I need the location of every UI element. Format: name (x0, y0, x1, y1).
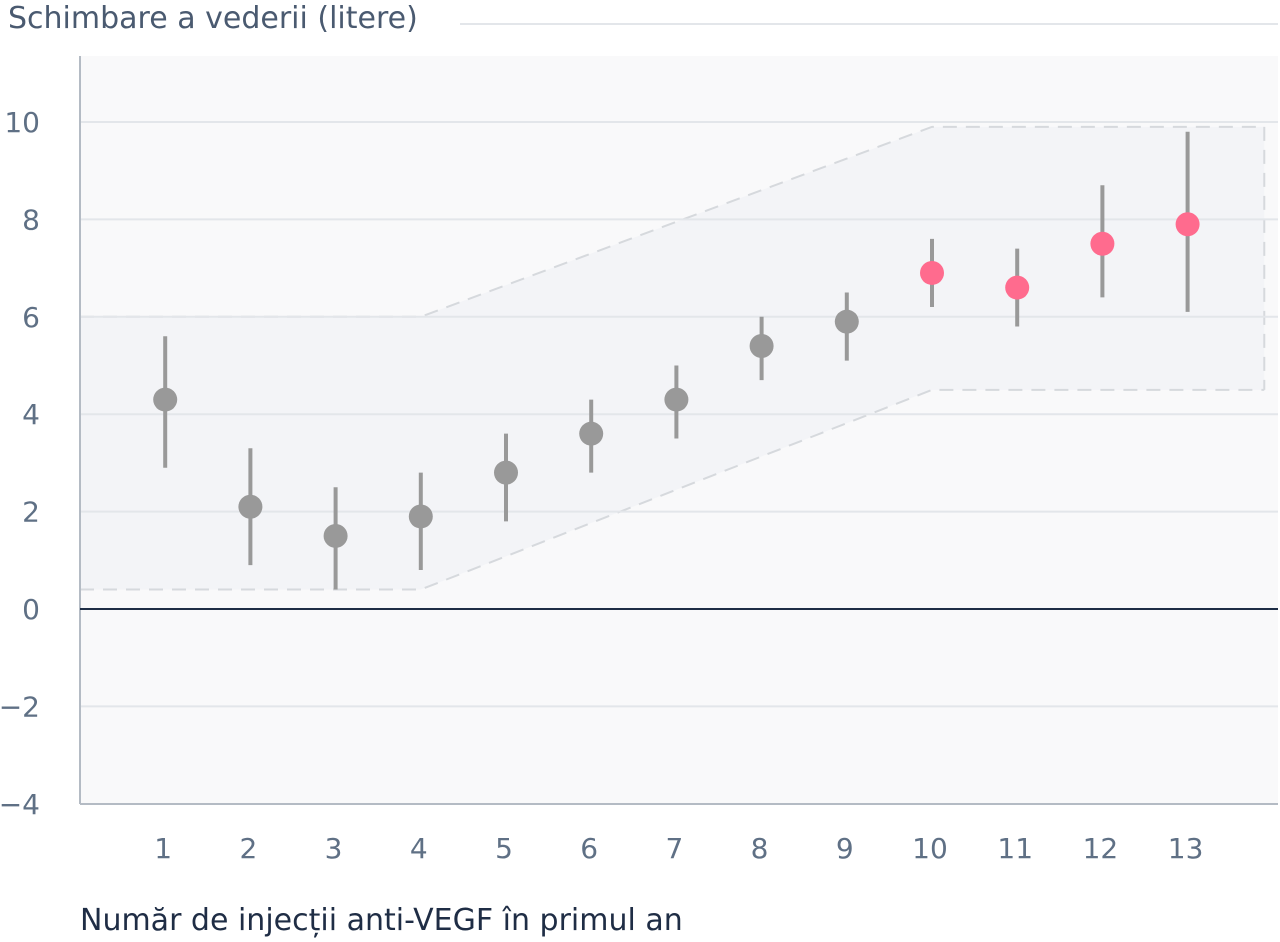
x-tick-label: 8 (751, 832, 769, 865)
data-point (238, 448, 263, 566)
x-tick-label: 13 (1168, 832, 1204, 865)
y-tick-label: 2 (22, 496, 40, 529)
y-tick-label: 6 (22, 301, 40, 334)
band-area (80, 126, 1265, 590)
point-marker (834, 309, 859, 334)
x-tick-label: 10 (912, 832, 948, 865)
data-point (323, 487, 348, 590)
data-point (749, 316, 774, 381)
point-marker (664, 387, 689, 412)
x-tick-label: 6 (580, 832, 598, 865)
point-marker (1005, 275, 1030, 300)
point-marker (1090, 231, 1115, 256)
data-points (153, 131, 1200, 590)
data-point (1175, 131, 1200, 312)
point-marker (579, 421, 604, 446)
point-marker (494, 460, 518, 485)
data-point (1005, 248, 1030, 327)
y-axis-title: Schimbare a vederii (litere) (8, 1, 418, 36)
data-point (153, 336, 178, 468)
point-marker (323, 523, 348, 548)
x-tick-label: 5 (495, 832, 513, 865)
x-tick-label: 12 (1083, 832, 1119, 865)
y-tick-label: 4 (22, 398, 40, 431)
point-marker (749, 334, 774, 359)
x-tick-label: 7 (665, 832, 683, 865)
point-marker (153, 387, 178, 412)
data-point (494, 433, 518, 522)
x-tick-label: 9 (836, 832, 854, 865)
data-point (834, 292, 859, 361)
y-tick-label: 10 (4, 106, 40, 139)
data-point (579, 399, 604, 473)
x-axis-title: Număr de injecții anti-VEGF în primul an (80, 903, 683, 938)
data-point (664, 365, 689, 439)
x-tick-label: 3 (325, 832, 343, 865)
x-tick-label: 11 (997, 832, 1033, 865)
x-tick-label: 4 (410, 832, 428, 865)
y-tick-label: −4 (0, 788, 40, 821)
point-marker (238, 494, 263, 519)
data-point (920, 238, 944, 308)
band-lower-edge (80, 388, 1265, 591)
point-marker (1175, 212, 1200, 237)
axes (79, 56, 1278, 805)
y-tick-label: 8 (22, 203, 40, 236)
y-tick-label: −2 (0, 690, 40, 723)
x-tick-label: 1 (154, 832, 172, 865)
x-tick-label: 2 (239, 832, 257, 865)
point-marker (408, 504, 433, 529)
data-point (1090, 185, 1115, 298)
data-point (408, 472, 433, 571)
grid-lines (80, 121, 1278, 708)
y-tick-label: 0 (22, 593, 40, 626)
point-marker (920, 260, 944, 285)
